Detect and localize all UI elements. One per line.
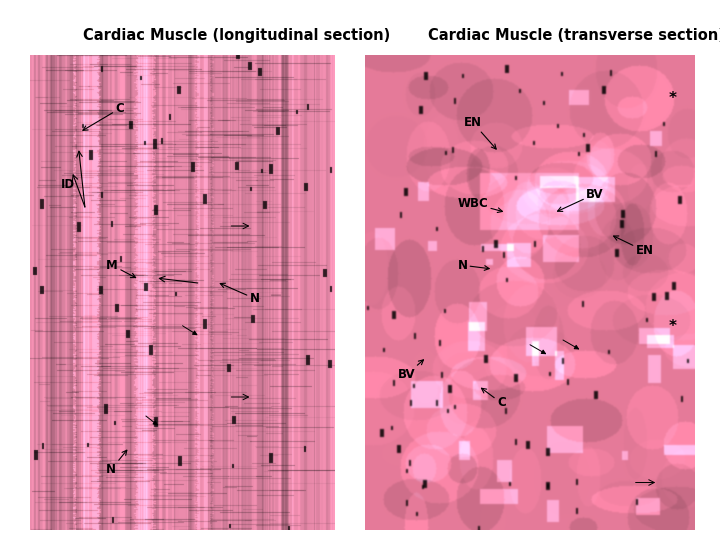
Text: Cardiac Muscle (longitudinal section): Cardiac Muscle (longitudinal section)	[83, 28, 390, 43]
Text: N: N	[220, 283, 260, 305]
Text: EN: EN	[464, 116, 496, 149]
Text: C: C	[482, 388, 505, 409]
Text: *: *	[669, 319, 677, 334]
Text: C: C	[83, 102, 124, 130]
Text: Cardiac Muscle (transverse section): Cardiac Muscle (transverse section)	[428, 28, 720, 43]
Text: ID: ID	[60, 178, 75, 191]
Text: BV: BV	[398, 360, 423, 381]
Text: BV: BV	[557, 187, 604, 211]
Text: M: M	[107, 259, 135, 278]
Text: N: N	[107, 450, 127, 476]
Text: WBC: WBC	[457, 197, 503, 212]
Text: *: *	[669, 91, 677, 105]
Text: EN: EN	[613, 236, 654, 258]
Text: N: N	[457, 259, 489, 272]
